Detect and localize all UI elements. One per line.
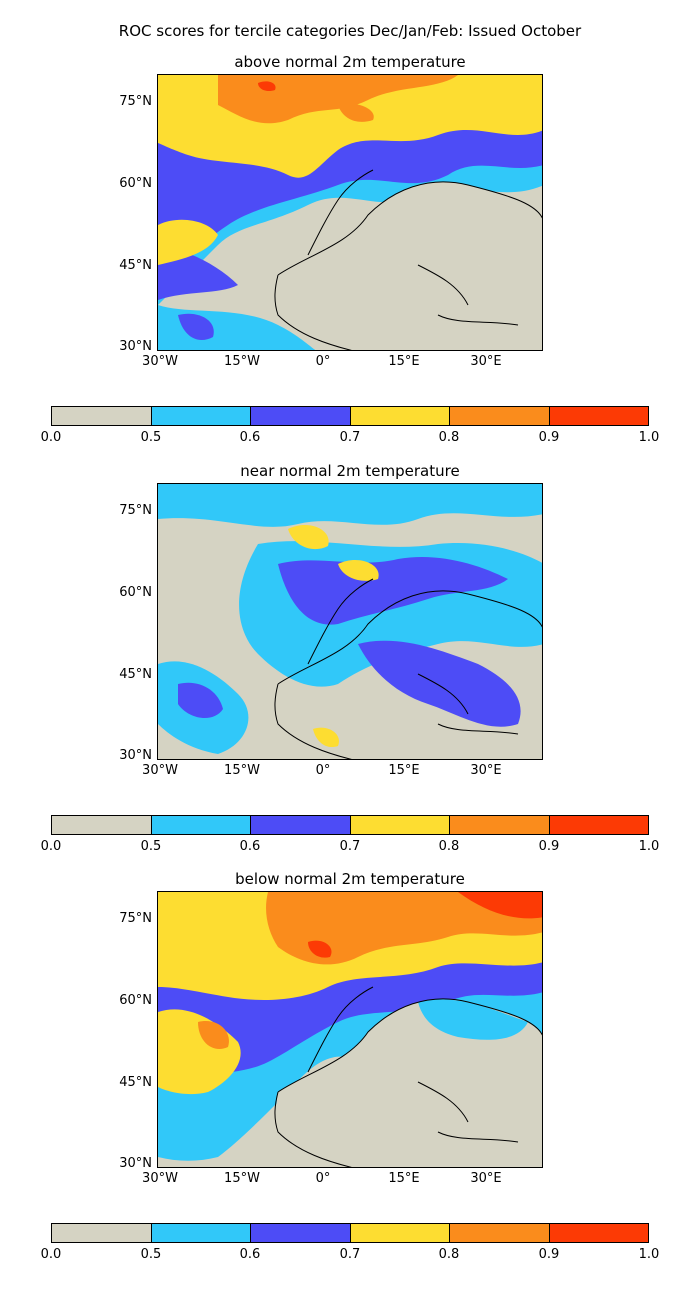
lat-label-75n: 75°N bbox=[119, 911, 152, 926]
colorbar-segment bbox=[150, 1224, 250, 1242]
colorbar-tick: 0.0 bbox=[40, 839, 62, 854]
colorbar-tick: 0.8 bbox=[438, 1247, 460, 1262]
colorbar-segment bbox=[349, 407, 449, 425]
colorbar-segment bbox=[150, 407, 250, 425]
lat-label-75n: 75°N bbox=[119, 503, 152, 518]
colorbar-tick: 0.6 bbox=[239, 1247, 261, 1262]
colorbar-segment bbox=[52, 816, 151, 834]
lon-label-15w: 15°W bbox=[224, 354, 260, 369]
figure-title: ROC scores for tercile categories Dec/Ja… bbox=[118, 22, 582, 40]
colorbar-segment bbox=[150, 816, 250, 834]
colorbar-tick: 0.6 bbox=[239, 430, 261, 445]
colorbar-tick: 0.5 bbox=[140, 839, 162, 854]
colorbar-tick: 0.7 bbox=[339, 839, 361, 854]
colorbar-tick: 0.5 bbox=[140, 1247, 162, 1262]
lon-label-30w: 30°W bbox=[142, 1171, 178, 1186]
colorbar-segment bbox=[52, 1224, 151, 1242]
colorbar-tick: 0.5 bbox=[140, 430, 162, 445]
colorbar-tick: 1.0 bbox=[638, 430, 660, 445]
colorbar-segment bbox=[548, 1224, 648, 1242]
lat-label-60n: 60°N bbox=[119, 993, 152, 1008]
colorbar-2 bbox=[51, 815, 649, 835]
colorbar-tick: 0.6 bbox=[239, 839, 261, 854]
lon-label-15e: 15°E bbox=[388, 354, 420, 369]
lat-label-75n: 75°N bbox=[119, 94, 152, 109]
colorbar-tick: 0.9 bbox=[538, 839, 560, 854]
colorbar-tick: 0.7 bbox=[339, 430, 361, 445]
colorbar-segment bbox=[250, 1224, 350, 1242]
colorbar-segment bbox=[449, 1224, 549, 1242]
lat-label-45n: 45°N bbox=[119, 667, 152, 682]
colorbar-segment bbox=[449, 407, 549, 425]
lat-label-30n: 30°N bbox=[119, 1156, 152, 1171]
colorbar-segment bbox=[349, 816, 449, 834]
colorbar-tick: 0.8 bbox=[438, 430, 460, 445]
lon-label-15e: 15°E bbox=[388, 763, 420, 778]
lon-label-0: 0° bbox=[315, 1171, 331, 1186]
colorbar-3 bbox=[51, 1223, 649, 1243]
colorbar-segment bbox=[548, 816, 648, 834]
lon-label-0: 0° bbox=[315, 354, 331, 369]
lat-label-60n: 60°N bbox=[119, 585, 152, 600]
lon-label-15w: 15°W bbox=[224, 1171, 260, 1186]
lon-label-15e: 15°E bbox=[388, 1171, 420, 1186]
lon-label-15w: 15°W bbox=[224, 763, 260, 778]
map-near-normal bbox=[157, 483, 543, 760]
lon-label-30e: 30°E bbox=[470, 354, 502, 369]
colorbar-tick: 1.0 bbox=[638, 839, 660, 854]
colorbar-tick: 0.9 bbox=[538, 430, 560, 445]
lon-label-0: 0° bbox=[315, 763, 331, 778]
colorbar-segment bbox=[52, 407, 151, 425]
colorbar-tick: 0.7 bbox=[339, 1247, 361, 1262]
lon-label-30w: 30°W bbox=[142, 354, 178, 369]
lat-label-45n: 45°N bbox=[119, 1075, 152, 1090]
colorbar-segment bbox=[250, 407, 350, 425]
colorbar-tick: 0.9 bbox=[538, 1247, 560, 1262]
lon-label-30e: 30°E bbox=[470, 763, 502, 778]
panel-title-near-normal: near normal 2m temperature bbox=[240, 462, 460, 480]
panel-title-above-normal: above normal 2m temperature bbox=[234, 53, 466, 71]
map-below-normal bbox=[157, 891, 543, 1168]
lon-label-30e: 30°E bbox=[470, 1171, 502, 1186]
colorbar-segment bbox=[548, 407, 648, 425]
lat-label-60n: 60°N bbox=[119, 176, 152, 191]
colorbar-tick: 0.0 bbox=[40, 1247, 62, 1262]
colorbar-segment bbox=[250, 816, 350, 834]
colorbar-tick: 1.0 bbox=[638, 1247, 660, 1262]
lat-label-30n: 30°N bbox=[119, 339, 152, 354]
map-above-normal bbox=[157, 74, 543, 351]
colorbar-tick: 0.8 bbox=[438, 839, 460, 854]
lat-label-45n: 45°N bbox=[119, 258, 152, 273]
panel-title-below-normal: below normal 2m temperature bbox=[235, 870, 465, 888]
colorbar-tick: 0.0 bbox=[40, 430, 62, 445]
colorbar-1 bbox=[51, 406, 649, 426]
lat-label-30n: 30°N bbox=[119, 748, 152, 763]
colorbar-segment bbox=[349, 1224, 449, 1242]
lon-label-30w: 30°W bbox=[142, 763, 178, 778]
colorbar-segment bbox=[449, 816, 549, 834]
